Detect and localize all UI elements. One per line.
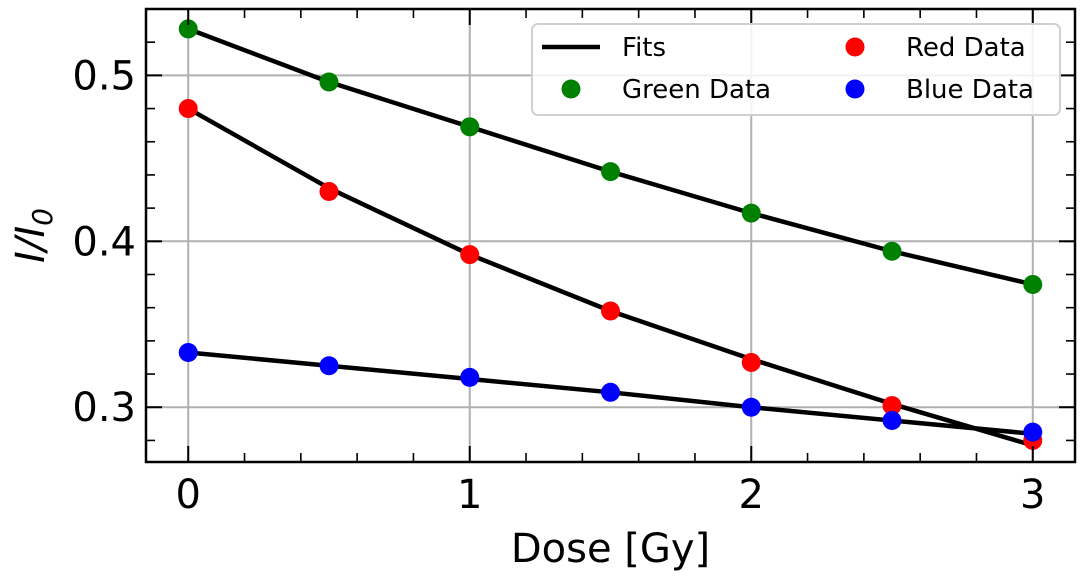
plot-frame (144, 7, 1077, 464)
data-point (1023, 422, 1043, 442)
data-point (319, 356, 339, 376)
data-point (319, 182, 339, 202)
data-point (741, 203, 761, 223)
legend-marker-swatch (561, 79, 581, 99)
tick-labels: 0 1 2 3 0.3 0.4 0.5 (72, 53, 1045, 518)
legend-label: Red Data (906, 33, 1026, 63)
legend: Fits Red Data Green Data Blue Data (531, 23, 1061, 116)
data-point (601, 382, 620, 402)
data-point (178, 99, 198, 119)
data-point (178, 19, 198, 39)
data-point (460, 117, 480, 137)
data-point (741, 352, 761, 372)
data-point (601, 301, 620, 321)
data-point (1023, 274, 1043, 294)
data-point (460, 367, 480, 387)
y-tick-label: 0.3 (72, 385, 136, 431)
legend-label: Fits (622, 33, 666, 63)
legend-box (531, 23, 1061, 116)
axis-ticks (146, 8, 1075, 462)
y-axis-label: I/I0 (8, 208, 59, 263)
data-point (460, 245, 480, 265)
x-tick-label: 2 (739, 472, 764, 518)
data-point (178, 342, 198, 362)
data-point (319, 72, 339, 92)
data-point (882, 396, 902, 416)
data-point (882, 241, 902, 261)
legend-marker-swatch (845, 37, 865, 57)
data-points (178, 19, 1043, 450)
x-tick-label: 0 (176, 472, 201, 518)
legend-marker-swatch (845, 79, 865, 99)
y-axis-label-subscript: 0 (26, 208, 59, 226)
legend-label: Blue Data (906, 75, 1034, 105)
y-tick-label: 0.4 (72, 219, 136, 265)
legend-label: Green Data (622, 75, 771, 105)
x-tick-label: 3 (1020, 472, 1045, 518)
x-tick-label: 1 (457, 472, 482, 518)
y-axis-label-base: I/I (8, 226, 54, 263)
data-point (882, 411, 902, 431)
data-point (741, 397, 761, 417)
data-point (601, 162, 620, 182)
y-tick-label: 0.5 (72, 53, 136, 99)
x-axis-label: Dose [Gy] (511, 526, 710, 572)
